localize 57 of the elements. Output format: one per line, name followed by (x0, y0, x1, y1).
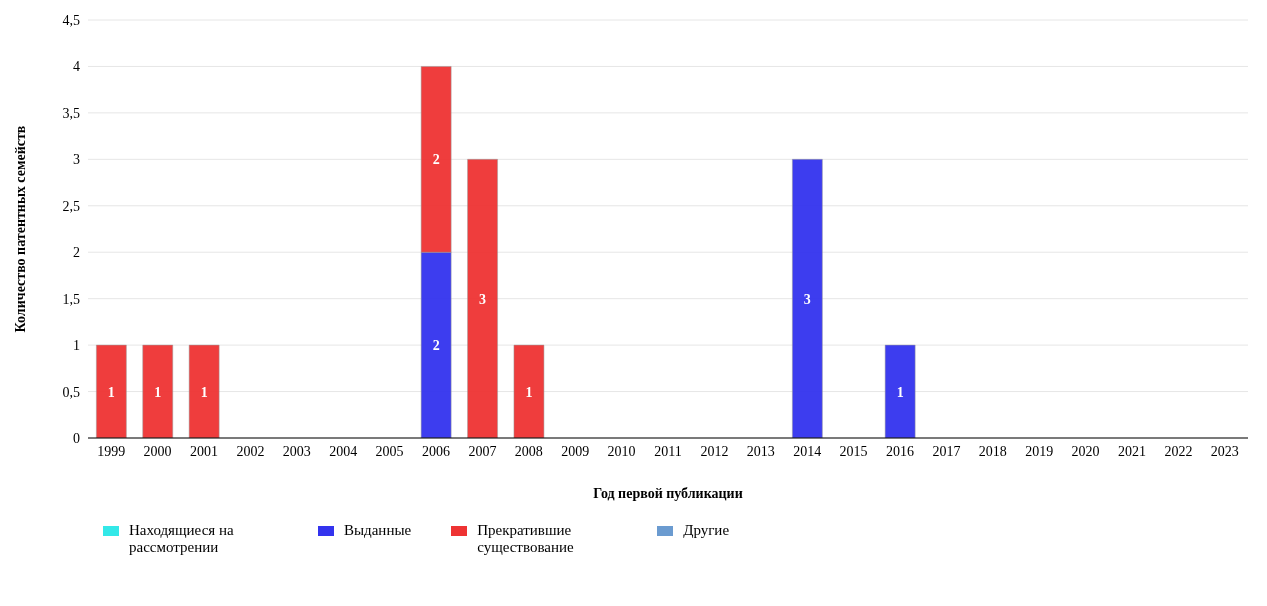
x-tick-label: 2006 (422, 443, 450, 459)
x-tick-label: 2016 (886, 443, 914, 459)
x-tick-label: 2013 (746, 443, 775, 459)
x-tick-label: 2009 (561, 443, 590, 459)
x-tick-label: 2004 (329, 443, 358, 459)
data-label: 1 (107, 384, 115, 400)
y-tick-label: 0,5 (62, 384, 80, 400)
y-tick-label: 3 (73, 152, 80, 168)
legend-label: Другие (683, 522, 730, 539)
x-tick-label: 2018 (978, 443, 1007, 459)
bar (142, 344, 173, 438)
y-tick-label: 4,5 (62, 12, 80, 28)
x-tick-label: 2014 (793, 443, 822, 459)
x-tick-label: 2010 (607, 443, 636, 459)
data-label: 3 (803, 291, 811, 307)
data-label: 1 (896, 384, 904, 400)
bar (513, 344, 545, 438)
x-tick-label: 2015 (839, 443, 868, 459)
data-label: 1 (154, 384, 162, 400)
y-tick-label: 1,5 (62, 291, 80, 307)
legend-label: Находящиеся на рассмотрении (129, 522, 235, 556)
x-tick-label: 2012 (700, 443, 729, 459)
legend-label: Прекратившие существование (477, 522, 575, 556)
x-tick-label: 2022 (1164, 443, 1193, 459)
bar (792, 159, 823, 438)
x-tick-label: 1999 (97, 443, 126, 459)
x-tick-label: 2003 (282, 443, 311, 459)
x-tick-label: 2008 (514, 443, 543, 459)
data-label: 3 (479, 291, 487, 307)
y-tick-label: 4 (73, 59, 80, 75)
x-tick-label: 2020 (1071, 443, 1100, 459)
y-axis-title: Количество патентных семейств (12, 125, 28, 333)
y-tick-label: 2,5 (62, 198, 80, 214)
bar (884, 344, 916, 438)
x-tick-label: 2019 (1025, 443, 1054, 459)
x-tick-label: 2011 (654, 443, 682, 459)
x-tick-label: 2002 (236, 443, 265, 459)
x-tick-label: 2021 (1118, 443, 1146, 459)
bar (467, 159, 498, 438)
y-tick-label: 1 (73, 338, 80, 354)
data-label: 2 (432, 152, 440, 168)
y-tick-label: 3,5 (62, 105, 80, 121)
bar (188, 344, 220, 438)
legend-label: Выданные (344, 522, 412, 539)
x-tick-label: 2005 (375, 443, 404, 459)
x-tick-label: 2007 (468, 443, 497, 459)
x-tick-label: 2017 (932, 443, 961, 459)
y-tick-label: 2 (73, 245, 80, 261)
bar (96, 344, 127, 438)
y-tick-label: 0 (73, 430, 80, 446)
x-tick-label: 2023 (1210, 443, 1239, 459)
x-tick-label: 2000 (143, 443, 172, 459)
data-label: 2 (432, 338, 440, 354)
data-label: 1 (525, 384, 533, 400)
x-axis-title: Год первой публикации (593, 486, 743, 501)
data-label: 1 (200, 384, 208, 400)
x-tick-label: 2001 (190, 443, 218, 459)
